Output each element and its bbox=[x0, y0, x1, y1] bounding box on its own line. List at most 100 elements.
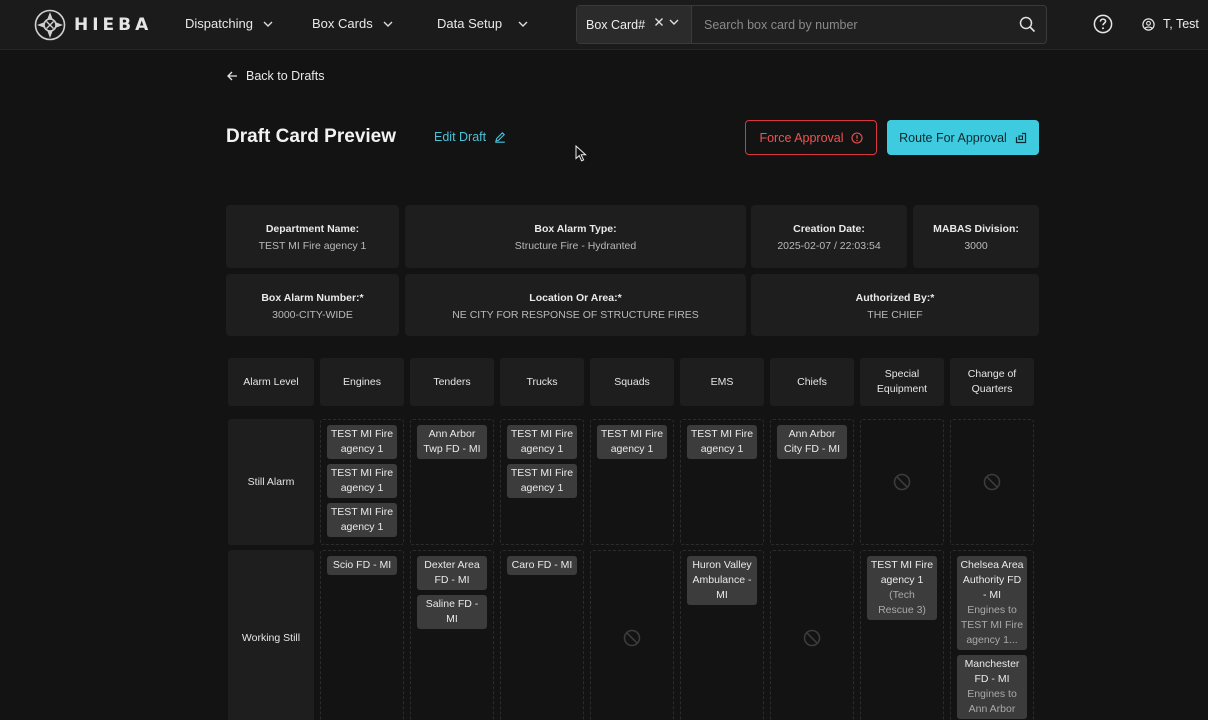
search-type-label: Box Card# bbox=[586, 17, 646, 32]
chevron-down-icon bbox=[383, 21, 393, 27]
mabas-division-value: 3000 bbox=[964, 240, 988, 252]
unit-note: Engines to Ann Arbor bbox=[967, 688, 1017, 715]
grid-cell: Ann Arbor City FD - MI bbox=[770, 419, 854, 545]
creation-date-value: 2025-02-07 / 22:03:54 bbox=[777, 240, 881, 252]
department-name-card: Department Name: TEST MI Fire agency 1 bbox=[226, 205, 399, 268]
grid-cell: Scio FD - MI bbox=[320, 550, 404, 720]
nav-box-cards-label: Box Cards bbox=[312, 16, 373, 31]
mabas-division-label: MABAS Division: bbox=[933, 223, 1019, 235]
user-menu[interactable]: T, Test bbox=[1142, 17, 1199, 31]
box-alarm-type-value: Structure Fire - Hydranted bbox=[514, 240, 637, 252]
search-icon[interactable] bbox=[1019, 16, 1036, 33]
unit-name: TEST MI Fire agency 1 bbox=[870, 559, 934, 586]
column-header: Chiefs bbox=[770, 358, 854, 406]
edit-draft-link[interactable]: Edit Draft bbox=[434, 130, 506, 144]
prohibited-icon bbox=[893, 473, 911, 491]
chevron-down-icon bbox=[263, 21, 273, 27]
unit-name: TEST MI Fire agency 1 bbox=[330, 467, 394, 494]
box-alarm-type-label: Box Alarm Type: bbox=[534, 223, 617, 235]
grid-cell: Caro FD - MI bbox=[500, 550, 584, 720]
unit-chip[interactable]: Caro FD - MI bbox=[507, 556, 577, 575]
unit-chip[interactable]: Scio FD - MI bbox=[327, 556, 397, 575]
unit-name: TEST MI Fire agency 1 bbox=[690, 428, 754, 455]
route-for-approval-button[interactable]: Route For Approval bbox=[887, 120, 1039, 155]
unit-name: Saline FD - MI bbox=[425, 598, 479, 625]
prohibited-icon bbox=[623, 629, 641, 646]
column-header: EMS bbox=[680, 358, 764, 406]
unit-chip[interactable]: TEST MI Fire agency 1 bbox=[327, 425, 397, 459]
column-header: Engines bbox=[320, 358, 404, 406]
search-input[interactable] bbox=[692, 6, 1046, 43]
column-header: Tenders bbox=[410, 358, 494, 406]
user-circle-icon bbox=[1142, 17, 1155, 31]
unit-chip[interactable]: Ann Arbor City FD - MI bbox=[777, 425, 847, 459]
brand-name: HIEBA bbox=[74, 15, 153, 35]
search-type-select[interactable]: Box Card# bbox=[577, 6, 692, 43]
unit-chip[interactable]: Chelsea Area Authority FD - MI Engines to… bbox=[957, 556, 1027, 650]
grid-cell: TEST MI Fire agency 1 bbox=[590, 419, 674, 545]
box-alarm-number-card: Box Alarm Number:* 3000-CITY-WIDE bbox=[226, 274, 399, 336]
unit-name: TEST MI Fire agency 1 bbox=[600, 428, 664, 455]
column-header: Trucks bbox=[500, 358, 584, 406]
box-alarm-number-value: 3000-CITY-WIDE bbox=[272, 309, 353, 321]
department-name-value: TEST MI Fire agency 1 bbox=[258, 240, 367, 252]
nav-data-setup[interactable]: Data Setup bbox=[437, 16, 528, 31]
location-card: Location Or Area:* NE CITY FOR RESPONSE … bbox=[405, 274, 746, 336]
mouse-cursor-icon bbox=[575, 145, 587, 162]
nav-data-setup-label: Data Setup bbox=[437, 16, 503, 31]
unit-name: Dexter Area FD - MI bbox=[424, 559, 480, 586]
unit-chip[interactable]: Saline FD - MI bbox=[417, 595, 487, 629]
unit-name: Manchester FD - MI bbox=[964, 658, 1020, 685]
unit-name: Ann Arbor Twp FD - MI bbox=[423, 428, 481, 455]
grid-cell: TEST MI Fire agency 1 TEST MI Fire agency… bbox=[500, 419, 584, 545]
grid-cell: TEST MI Fire agency 1 bbox=[680, 419, 764, 545]
grid-cell bbox=[770, 550, 854, 720]
unit-chip[interactable]: TEST MI Fire agency 1 bbox=[507, 425, 577, 459]
box-alarm-number-label: Box Alarm Number:* bbox=[261, 292, 364, 304]
close-icon[interactable] bbox=[654, 17, 664, 27]
unit-chip[interactable]: TEST MI Fire agency 1 bbox=[327, 464, 397, 498]
nav-box-cards[interactable]: Box Cards bbox=[312, 16, 393, 31]
unit-note: (Tech Rescue 3) bbox=[878, 589, 926, 616]
unit-chip[interactable]: TEST MI Fire agency 1 (Tech Rescue 3) bbox=[867, 556, 937, 620]
unit-name: Scio FD - MI bbox=[332, 559, 392, 571]
arrow-left-icon bbox=[227, 71, 237, 81]
unit-chip[interactable]: Dexter Area FD - MI bbox=[417, 556, 487, 590]
row-label: Still Alarm bbox=[228, 419, 314, 545]
column-header: Change of Quarters bbox=[950, 358, 1034, 406]
prohibited-icon bbox=[803, 629, 821, 646]
department-name-label: Department Name: bbox=[265, 223, 360, 235]
nav-dispatching[interactable]: Dispatching bbox=[185, 16, 273, 31]
mabas-division-card: MABAS Division: 3000 bbox=[913, 205, 1039, 268]
chevron-down-icon[interactable] bbox=[669, 19, 679, 25]
top-navigation-bar: HIEBA Dispatching Box Cards Data Setup B… bbox=[0, 0, 1208, 50]
column-header: Alarm Level bbox=[228, 358, 314, 406]
grid-cell: Huron Valley Ambulance - MI bbox=[680, 550, 764, 720]
unit-chip[interactable]: TEST MI Fire agency 1 bbox=[327, 503, 397, 537]
unit-name: TEST MI Fire agency 1 bbox=[330, 506, 394, 533]
nav-dispatching-label: Dispatching bbox=[185, 16, 253, 31]
back-to-drafts-link[interactable]: Back to Drafts bbox=[227, 69, 325, 83]
location-label: Location Or Area:* bbox=[529, 292, 622, 304]
column-header: Special Equipment bbox=[860, 358, 944, 406]
force-approval-button[interactable]: Force Approval bbox=[745, 120, 877, 155]
brand-logo[interactable]: HIEBA bbox=[34, 9, 152, 41]
edit-draft-label: Edit Draft bbox=[434, 130, 487, 144]
unit-chip[interactable]: TEST MI Fire agency 1 bbox=[597, 425, 667, 459]
help-circle-icon[interactable] bbox=[1093, 14, 1113, 34]
unit-name: Ann Arbor City FD - MI bbox=[784, 428, 840, 455]
user-name: T, Test bbox=[1163, 17, 1199, 31]
prohibited-icon bbox=[983, 473, 1001, 491]
box-alarm-type-card: Box Alarm Type: Structure Fire - Hydrant… bbox=[405, 205, 746, 268]
unit-chip[interactable]: TEST MI Fire agency 1 bbox=[507, 464, 577, 498]
unit-chip[interactable]: Huron Valley Ambulance - MI bbox=[687, 556, 757, 605]
alert-circle-icon bbox=[850, 131, 863, 144]
grid-cell bbox=[860, 419, 944, 545]
authorized-by-label: Authorized By:* bbox=[855, 292, 935, 304]
row-label: Working Still bbox=[228, 550, 314, 720]
unit-chip[interactable]: Ann Arbor Twp FD - MI bbox=[417, 425, 487, 459]
unit-chip[interactable]: Manchester FD - MI Engines to Ann Arbor bbox=[957, 655, 1027, 719]
unit-chip[interactable]: TEST MI Fire agency 1 bbox=[687, 425, 757, 459]
force-approval-label: Force Approval bbox=[759, 130, 844, 145]
back-label: Back to Drafts bbox=[246, 69, 325, 83]
